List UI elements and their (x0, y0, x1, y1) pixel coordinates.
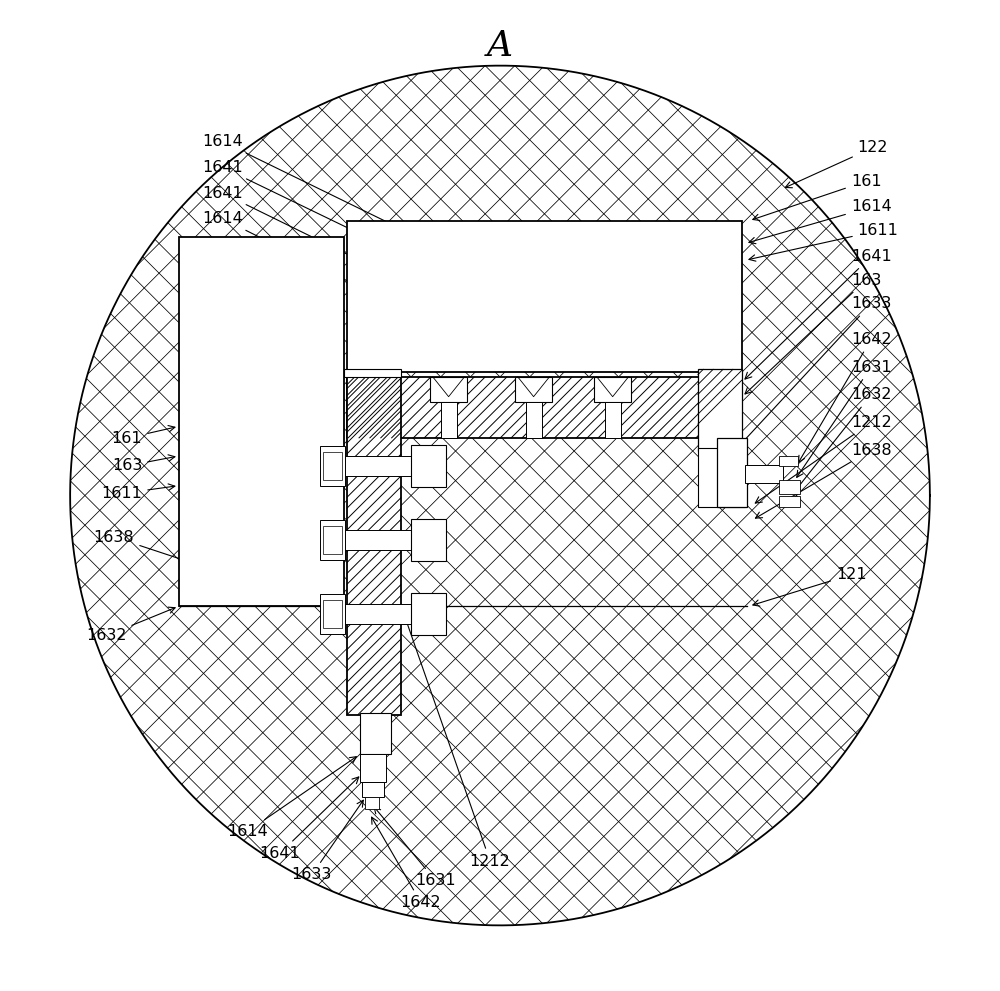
Bar (411, 594, 446, 635)
Text: 1641: 1641 (745, 249, 892, 379)
Text: 1642: 1642 (799, 332, 891, 463)
Bar (365, 797, 379, 809)
Bar (515, 377, 552, 401)
Bar (323, 601, 342, 628)
Bar (320, 446, 345, 486)
Text: 1611: 1611 (101, 484, 175, 501)
Bar (717, 438, 747, 507)
Text: 1614: 1614 (202, 211, 407, 311)
Bar (360, 713, 391, 754)
Bar (345, 605, 411, 624)
Text: 1611: 1611 (749, 223, 899, 262)
Text: 1631: 1631 (374, 807, 456, 888)
Text: 1638: 1638 (755, 443, 891, 518)
Bar (323, 526, 342, 554)
Text: 1633: 1633 (292, 800, 363, 882)
Bar (698, 369, 742, 451)
Text: 1614: 1614 (749, 199, 892, 244)
Bar (345, 530, 411, 550)
Text: 1641: 1641 (260, 777, 359, 861)
Bar (526, 401, 542, 438)
Bar (698, 448, 745, 507)
Text: 1632: 1632 (794, 387, 891, 493)
Text: 1631: 1631 (797, 360, 891, 478)
Text: 1212: 1212 (402, 610, 510, 869)
Text: 1614: 1614 (202, 134, 417, 237)
Bar (779, 480, 800, 494)
Bar (411, 519, 446, 561)
Text: 161: 161 (112, 425, 175, 446)
Bar (362, 782, 384, 797)
Text: 163: 163 (745, 273, 881, 394)
Text: 161: 161 (753, 173, 881, 220)
Bar (347, 377, 401, 715)
Text: 1638: 1638 (94, 529, 343, 613)
Bar (779, 456, 798, 466)
Text: 1642: 1642 (372, 818, 441, 910)
Bar (345, 456, 411, 476)
Text: 122: 122 (785, 140, 888, 187)
Bar (605, 401, 621, 438)
Bar (320, 520, 345, 560)
Text: 1614: 1614 (227, 757, 356, 839)
Bar (323, 452, 342, 480)
Text: 1641: 1641 (202, 160, 417, 262)
Bar (411, 445, 446, 487)
Bar (441, 401, 457, 438)
Text: 1633: 1633 (740, 296, 891, 445)
Text: 1632: 1632 (86, 607, 175, 643)
Text: 1641: 1641 (202, 185, 412, 286)
Text: 163: 163 (112, 455, 175, 474)
Bar (320, 595, 345, 634)
Bar (779, 496, 800, 507)
Bar (179, 237, 344, 606)
Bar (430, 377, 467, 401)
Text: A: A (487, 29, 513, 63)
Bar (347, 221, 742, 372)
Bar (594, 377, 631, 401)
Bar (360, 754, 386, 782)
Bar (347, 377, 717, 438)
Text: 1212: 1212 (755, 415, 892, 503)
Bar (344, 369, 401, 377)
Text: 121: 121 (753, 567, 867, 606)
Bar (745, 465, 783, 483)
